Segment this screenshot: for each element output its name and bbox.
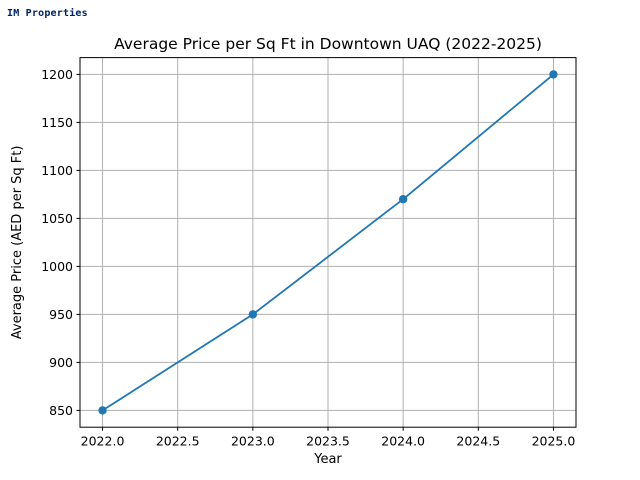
- x-axis-label: Year: [313, 452, 342, 467]
- chart-title: Average Price per Sq Ft in Downtown UAQ …: [114, 35, 542, 53]
- y-tick-label: 850: [49, 403, 73, 418]
- x-tick-label: 2023.0: [231, 434, 275, 449]
- x-tick-label: 2025.0: [532, 434, 576, 449]
- y-tick-label: 950: [49, 307, 73, 322]
- y-tick-label: 1200: [41, 67, 73, 82]
- y-tick-label: 1000: [41, 259, 73, 274]
- y-tick-label: 1050: [41, 211, 73, 226]
- y-tick-label: 900: [49, 355, 73, 370]
- x-tick-label: 2022.0: [81, 434, 125, 449]
- data-point-marker: [398, 195, 408, 204]
- x-tick-label: 2024.5: [456, 434, 500, 449]
- data-point-marker: [248, 310, 258, 319]
- x-tick-label: 2022.5: [156, 434, 200, 449]
- data-point-marker: [98, 406, 107, 415]
- y-tick-label: 1100: [41, 163, 73, 178]
- price-trend-line: [102, 73, 555, 412]
- y-tick-label: 1150: [41, 115, 73, 130]
- x-tick-label: 2023.5: [306, 434, 350, 449]
- y-axis-label: Average Price (AED per Sq Ft): [10, 146, 25, 340]
- brand-text: IM Properties: [7, 8, 88, 19]
- x-tick-label: 2024.0: [381, 434, 425, 449]
- data-point-marker: [549, 70, 558, 79]
